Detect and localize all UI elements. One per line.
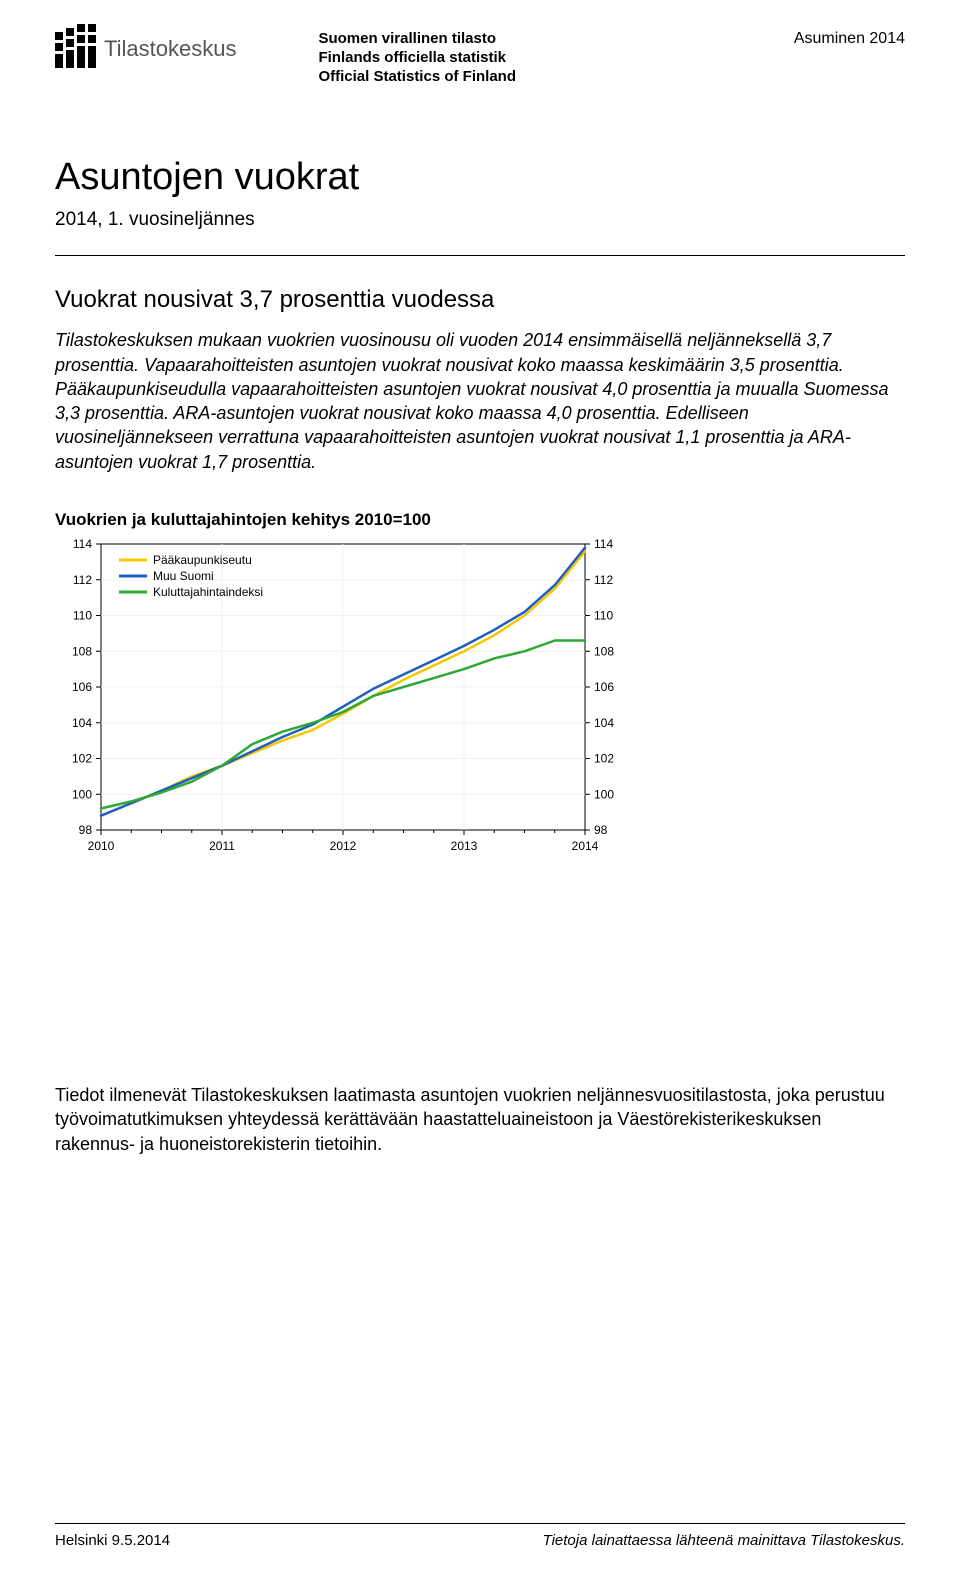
svg-text:110: 110 bbox=[594, 609, 613, 623]
svg-text:110: 110 bbox=[73, 609, 92, 623]
svg-text:2011: 2011 bbox=[209, 839, 235, 853]
svg-text:100: 100 bbox=[72, 787, 92, 801]
svg-text:106: 106 bbox=[594, 680, 614, 694]
chart-svg: 98 98 100 100 102 102 104 104 106 106 108 108 110 110… bbox=[55, 536, 631, 858]
svg-text:106: 106 bbox=[72, 680, 92, 694]
official-line-1: Suomen virallinen tilasto bbox=[318, 30, 516, 49]
official-line-2: Finlands officiella statistik bbox=[318, 49, 516, 68]
svg-text:102: 102 bbox=[72, 752, 92, 766]
svg-text:Kuluttajahintaindeksi: Kuluttajahintaindeksi bbox=[153, 585, 263, 599]
svg-text:2014: 2014 bbox=[572, 839, 599, 853]
header-left: Tilastokeskus Suomen virallinen tilasto … bbox=[55, 30, 516, 86]
page-title: Asuntojen vuokrat bbox=[55, 156, 905, 199]
svg-text:104: 104 bbox=[72, 716, 92, 730]
line-chart: 98 98 100 100 102 102 104 104 106 106 108 108 110 110… bbox=[55, 536, 631, 863]
svg-text:108: 108 bbox=[72, 644, 92, 658]
footer-paragraph: Tiedot ilmenevät Tilastokeskuksen laatim… bbox=[55, 1083, 905, 1156]
svg-text:112: 112 bbox=[594, 573, 613, 587]
title-separator bbox=[55, 255, 905, 256]
page-subtitle: 2014, 1. vuosineljännes bbox=[55, 209, 905, 231]
svg-text:98: 98 bbox=[79, 823, 93, 837]
svg-text:2010: 2010 bbox=[88, 839, 115, 853]
logo-bars-icon bbox=[55, 30, 96, 68]
svg-text:104: 104 bbox=[594, 716, 614, 730]
svg-text:Pääkaupunkiseutu: Pääkaupunkiseutu bbox=[153, 553, 252, 567]
chart-title: Vuokrien ja kuluttajahintojen kehitys 20… bbox=[55, 510, 905, 530]
svg-text:Muu Suomi: Muu Suomi bbox=[153, 569, 214, 583]
svg-text:108: 108 bbox=[594, 644, 614, 658]
body-paragraph: Tilastokeskuksen mukaan vuokrien vuosino… bbox=[55, 328, 905, 474]
footer-separator bbox=[55, 1523, 905, 1524]
section-heading: Vuokrat nousivat 3,7 prosenttia vuodessa bbox=[55, 286, 905, 314]
svg-text:114: 114 bbox=[594, 537, 613, 551]
official-titles: Suomen virallinen tilasto Finlands offic… bbox=[318, 30, 516, 86]
category-label: Asuminen 2014 bbox=[794, 30, 905, 48]
svg-text:100: 100 bbox=[594, 787, 614, 801]
logo: Tilastokeskus bbox=[55, 30, 236, 68]
page-footer: Helsinki 9.5.2014 Tietoja lainattaessa l… bbox=[55, 1523, 905, 1549]
svg-text:112: 112 bbox=[73, 573, 92, 587]
footer-date: Helsinki 9.5.2014 bbox=[55, 1532, 170, 1549]
brand-name: Tilastokeskus bbox=[104, 36, 236, 62]
footer-credit: Tietoja lainattaessa lähteenä mainittava… bbox=[543, 1532, 905, 1549]
svg-text:2013: 2013 bbox=[451, 839, 478, 853]
svg-text:102: 102 bbox=[594, 752, 614, 766]
official-line-3: Official Statistics of Finland bbox=[318, 68, 516, 87]
svg-text:2012: 2012 bbox=[330, 839, 357, 853]
svg-text:114: 114 bbox=[73, 537, 92, 551]
page-header: Tilastokeskus Suomen virallinen tilasto … bbox=[55, 30, 905, 86]
svg-text:98: 98 bbox=[594, 823, 608, 837]
